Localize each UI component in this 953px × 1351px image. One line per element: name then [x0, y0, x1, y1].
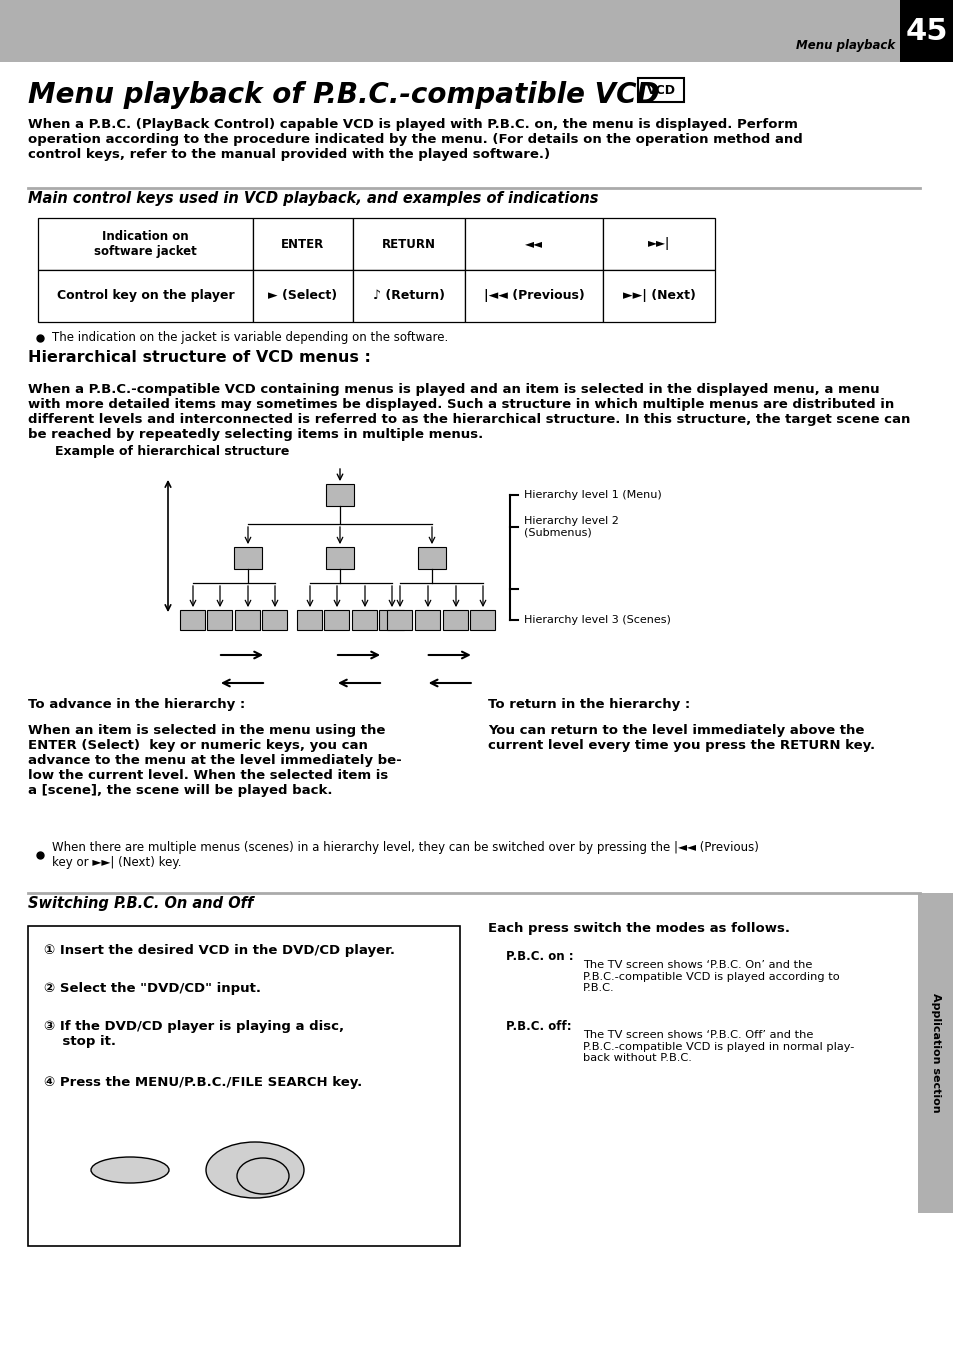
- Text: Control key on the player: Control key on the player: [56, 289, 234, 303]
- Bar: [324, 611, 349, 630]
- Text: ② Select the "DVD/CD" input.: ② Select the "DVD/CD" input.: [44, 982, 261, 994]
- Bar: [899, 0, 953, 62]
- Bar: [326, 484, 354, 507]
- Bar: [416, 611, 440, 630]
- Text: Hierarchy level 1 (Menu): Hierarchy level 1 (Menu): [523, 490, 661, 500]
- Text: P.B.C. off:: P.B.C. off:: [505, 1020, 571, 1034]
- Bar: [602, 218, 714, 270]
- Bar: [262, 611, 287, 630]
- Bar: [326, 547, 354, 569]
- Text: Menu playback of P.B.C.-compatible VCD: Menu playback of P.B.C.-compatible VCD: [28, 81, 659, 109]
- Ellipse shape: [91, 1156, 169, 1183]
- Text: ►►| (Next): ►►| (Next): [622, 289, 695, 303]
- Bar: [602, 270, 714, 322]
- Text: Menu playback: Menu playback: [795, 39, 894, 53]
- Text: VCD: VCD: [646, 84, 675, 96]
- Ellipse shape: [236, 1158, 289, 1194]
- Bar: [208, 611, 233, 630]
- Text: 45: 45: [904, 18, 947, 46]
- Text: ENTER: ENTER: [281, 238, 324, 250]
- Bar: [638, 78, 683, 101]
- Text: ♪ (Return): ♪ (Return): [373, 289, 444, 303]
- Text: Each press switch the modes as follows.: Each press switch the modes as follows.: [488, 921, 789, 935]
- Bar: [417, 547, 446, 569]
- Text: The TV screen shows ‘P.B.C. On’ and the
P.B.C.-compatible VCD is played accordin: The TV screen shows ‘P.B.C. On’ and the …: [582, 961, 839, 993]
- Bar: [253, 270, 353, 322]
- Bar: [387, 611, 412, 630]
- Bar: [38, 218, 253, 270]
- Bar: [464, 270, 602, 322]
- Text: ◄◄: ◄◄: [524, 238, 542, 250]
- Bar: [297, 611, 322, 630]
- Bar: [253, 218, 353, 270]
- Text: ④ Press the MENU/P.B.C./FILE SEARCH key.: ④ Press the MENU/P.B.C./FILE SEARCH key.: [44, 1075, 362, 1089]
- Bar: [353, 270, 464, 322]
- Text: The TV screen shows ‘P.B.C. Off’ and the
P.B.C.-compatible VCD is played in norm: The TV screen shows ‘P.B.C. Off’ and the…: [582, 1029, 854, 1063]
- Bar: [180, 611, 205, 630]
- Text: The indication on the jacket is variable depending on the software.: The indication on the jacket is variable…: [52, 331, 448, 345]
- Text: ► (Select): ► (Select): [268, 289, 337, 303]
- Text: You can return to the level immediately above the
current level every time you p: You can return to the level immediately …: [488, 724, 874, 753]
- Text: Switching P.B.C. On and Off: Switching P.B.C. On and Off: [28, 896, 253, 911]
- Text: ►►|: ►►|: [647, 238, 669, 250]
- Text: ① Insert the desired VCD in the DVD/CD player.: ① Insert the desired VCD in the DVD/CD p…: [44, 944, 395, 957]
- Text: |◄◄ (Previous): |◄◄ (Previous): [483, 289, 584, 303]
- Text: Hierarchical structure of VCD menus :: Hierarchical structure of VCD menus :: [28, 350, 371, 365]
- Text: Hierarchy level 2
(Submenus): Hierarchy level 2 (Submenus): [523, 516, 618, 538]
- Bar: [233, 547, 262, 569]
- Text: To return in the hierarchy :: To return in the hierarchy :: [488, 698, 690, 711]
- Text: Example of hierarchical structure: Example of hierarchical structure: [55, 444, 289, 458]
- Bar: [443, 611, 468, 630]
- Text: Indication on
software jacket: Indication on software jacket: [94, 230, 196, 258]
- Bar: [28, 925, 459, 1246]
- Bar: [470, 611, 495, 630]
- Text: ③ If the DVD/CD player is playing a disc,
    stop it.: ③ If the DVD/CD player is playing a disc…: [44, 1020, 344, 1048]
- Bar: [352, 611, 377, 630]
- Bar: [917, 893, 953, 1213]
- Text: Hierarchy level 3 (Scenes): Hierarchy level 3 (Scenes): [523, 615, 670, 626]
- Text: P.B.C. on :: P.B.C. on :: [505, 950, 573, 963]
- Bar: [379, 611, 404, 630]
- Ellipse shape: [206, 1142, 304, 1198]
- Text: Application section: Application section: [930, 993, 940, 1113]
- Text: When a P.B.C.-compatible VCD containing menus is played and an item is selected : When a P.B.C.-compatible VCD containing …: [28, 382, 909, 440]
- Text: When an item is selected in the menu using the
ENTER (Select)  key or numeric ke: When an item is selected in the menu usi…: [28, 724, 401, 797]
- Text: When there are multiple menus (scenes) in a hierarchy level, they can be switche: When there are multiple menus (scenes) i…: [52, 842, 758, 869]
- Bar: [0, 0, 953, 62]
- Text: RETURN: RETURN: [381, 238, 436, 250]
- Bar: [464, 218, 602, 270]
- Bar: [353, 218, 464, 270]
- Text: When a P.B.C. (PlayBack Control) capable VCD is played with P.B.C. on, the menu : When a P.B.C. (PlayBack Control) capable…: [28, 118, 801, 161]
- Bar: [38, 270, 253, 322]
- Bar: [235, 611, 260, 630]
- Text: To advance in the hierarchy :: To advance in the hierarchy :: [28, 698, 245, 711]
- Text: Main control keys used in VCD playback, and examples of indications: Main control keys used in VCD playback, …: [28, 190, 598, 205]
